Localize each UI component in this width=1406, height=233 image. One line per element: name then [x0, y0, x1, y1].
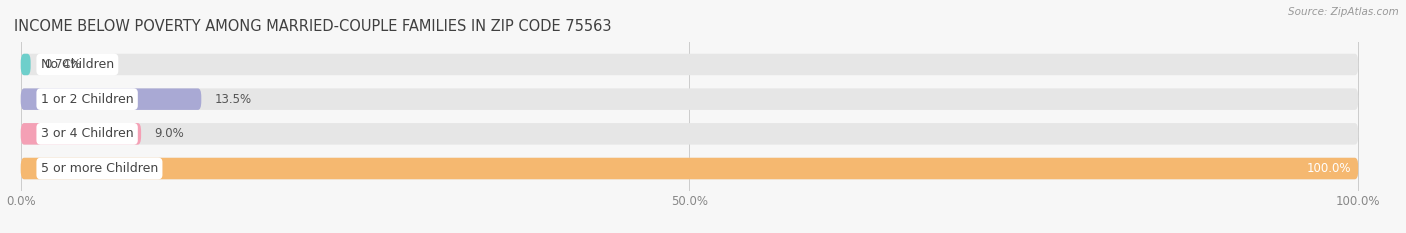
FancyBboxPatch shape [21, 54, 31, 75]
Text: 5 or more Children: 5 or more Children [41, 162, 157, 175]
Text: 3 or 4 Children: 3 or 4 Children [41, 127, 134, 140]
FancyBboxPatch shape [21, 123, 141, 145]
Text: 13.5%: 13.5% [215, 93, 252, 106]
Text: 9.0%: 9.0% [155, 127, 184, 140]
FancyBboxPatch shape [21, 158, 1358, 179]
FancyBboxPatch shape [21, 158, 1358, 179]
Text: Source: ZipAtlas.com: Source: ZipAtlas.com [1288, 7, 1399, 17]
FancyBboxPatch shape [21, 88, 1358, 110]
Text: INCOME BELOW POVERTY AMONG MARRIED-COUPLE FAMILIES IN ZIP CODE 75563: INCOME BELOW POVERTY AMONG MARRIED-COUPL… [14, 19, 612, 34]
Text: 100.0%: 100.0% [1308, 162, 1351, 175]
FancyBboxPatch shape [21, 88, 201, 110]
Text: 0.74%: 0.74% [44, 58, 82, 71]
FancyBboxPatch shape [21, 54, 1358, 75]
Text: 1 or 2 Children: 1 or 2 Children [41, 93, 134, 106]
Text: No Children: No Children [41, 58, 114, 71]
FancyBboxPatch shape [21, 123, 1358, 145]
